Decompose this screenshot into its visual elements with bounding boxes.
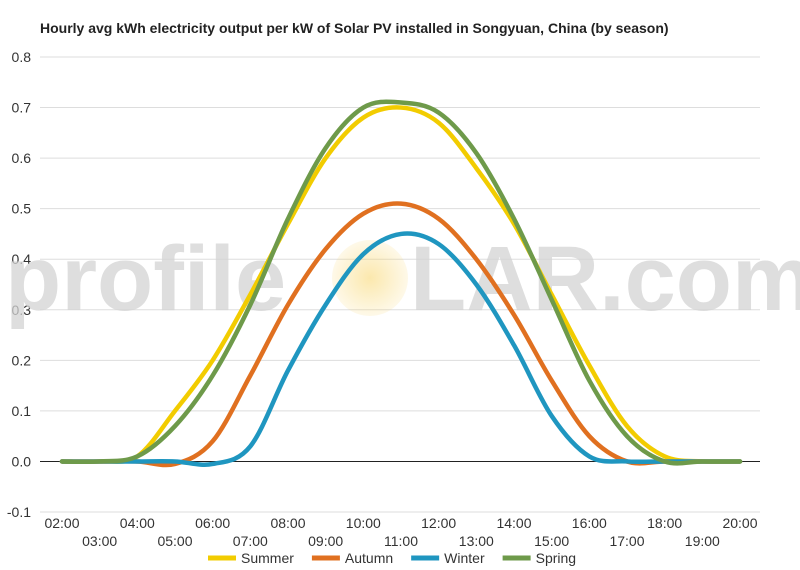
y-tick-label: -0.1 (7, 504, 31, 520)
watermark: profile LAR.com (5, 228, 800, 330)
y-tick-label: 0.3 (12, 302, 32, 318)
x-tick-label: 02:00 (44, 515, 79, 531)
x-tick-label: 06:00 (195, 515, 230, 531)
watermark-text-right: LAR.com (410, 228, 800, 330)
x-tick-label: 05:00 (157, 533, 192, 549)
x-tick-label: 12:00 (421, 515, 456, 531)
series-line-spring (59, 99, 743, 466)
watermark-sun-icon (332, 240, 408, 316)
x-tick-label: 20:00 (722, 515, 757, 531)
y-tick-label: 0.4 (12, 251, 32, 267)
legend-label-summer: Summer (241, 550, 294, 566)
x-tick-label: 16:00 (572, 515, 607, 531)
series-line-winter (59, 231, 743, 467)
x-tick-label: 08:00 (270, 515, 305, 531)
x-tick-label: 11:00 (384, 533, 418, 549)
legend-label-autumn: Autumn (345, 550, 393, 566)
x-tick-label: 03:00 (82, 533, 117, 549)
y-tick-label: 0.7 (12, 100, 32, 116)
x-tick-label: 04:00 (120, 515, 155, 531)
legend: Summer Autumn Winter Spring (208, 550, 576, 566)
x-tick-label: 13:00 (459, 533, 494, 549)
y-tick-label: 0.6 (12, 150, 32, 166)
y-tick-label: 0.0 (12, 453, 32, 469)
series-line-summer (59, 105, 743, 465)
x-tick-label: 19:00 (685, 533, 720, 549)
series-lines (59, 99, 743, 468)
y-tick-label: 0.5 (12, 201, 32, 217)
x-tick-label: 18:00 (647, 515, 682, 531)
y-axis-ticks: -0.1 0.0 0.1 0.2 0.3 0.4 0.5 0.6 0.7 0.8 (7, 49, 31, 520)
x-tick-label: 09:00 (308, 533, 343, 549)
legend-label-winter: Winter (444, 550, 485, 566)
y-tick-label: 0.2 (12, 352, 32, 368)
chart-title: Hourly avg kWh electricity output per kW… (40, 20, 669, 36)
x-tick-label: 07:00 (233, 533, 268, 549)
y-tick-label: 0.1 (12, 403, 32, 419)
x-tick-label: 14:00 (496, 515, 531, 531)
x-tick-label: 17:00 (609, 533, 644, 549)
x-axis-ticks: 02:00 04:00 06:00 08:00 10:00 12:00 14:00 16:00… (44, 515, 757, 549)
legend-label-spring: Spring (536, 550, 576, 566)
y-tick-label: 0.8 (12, 49, 32, 65)
x-tick-label: 15:00 (534, 533, 569, 549)
x-tick-label: 10:00 (346, 515, 381, 531)
